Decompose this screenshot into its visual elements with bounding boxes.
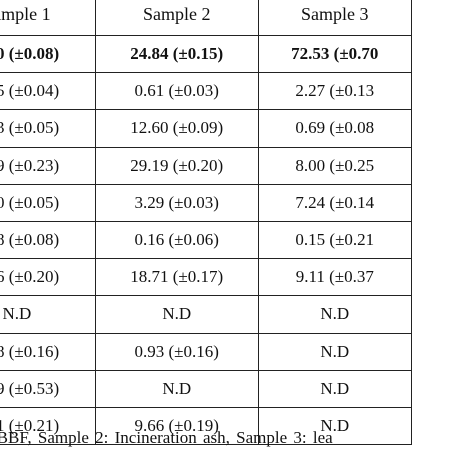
table-cell: 3.29 (±0.03) (94, 183, 259, 222)
table-cell: 0.88 (±0.16) (0, 332, 96, 371)
table-cell: 0.45 (±0.04) (0, 72, 96, 111)
table-row: 1.09 (±0.23) 29.19 (±0.20) 8.00 (±0.25 (0, 146, 413, 185)
table-row: 3.33 (±0.05) 12.60 (±0.09) 0.69 (±0.08 (0, 109, 413, 148)
table-cell: 0.69 (±0.08 (257, 109, 413, 148)
table-row: 2.40 (±0.05) 3.29 (±0.03) 7.24 (±0.14 (0, 183, 413, 222)
table-cell: 12.60 (±0.09) (94, 109, 259, 148)
table-cell: 24.84 (±0.15) (94, 34, 259, 74)
table-cell: 72.53 (±0.70 (257, 34, 413, 74)
table-cell: 2.40 (±0.05) (0, 183, 96, 222)
table-cell: N.D (257, 295, 413, 334)
table-cell: 0.15 (±0.21 (257, 220, 413, 260)
table-row: 0.45 (±0.04) 0.61 (±0.03) 2.27 (±0.13 (0, 72, 413, 111)
table-row: N.D N.D N.D (0, 295, 413, 334)
table-cell: 18.71 (±0.17) (94, 258, 259, 297)
table-cell: 0.81 (±0.21) (0, 406, 96, 446)
table-cell: N.D (257, 406, 413, 446)
table-footnote: ᵃBBF, Sample 2: Incineration ash, Sample… (0, 428, 333, 447)
data-table: Sample 1 Sample 2 Sample 3 5.40 (±0.08) … (0, 0, 413, 446)
table-cell: 7.24 (±0.14 (257, 183, 413, 222)
table-row: 5.40 (±0.08) 24.84 (±0.15) 72.53 (±0.70 (0, 34, 413, 74)
table-cell: N.D (257, 369, 413, 408)
header-row: Sample 1 Sample 2 Sample 3 (0, 0, 413, 36)
table-cell: 2.27 (±0.13 (257, 72, 413, 111)
table-cell: 3.33 (±0.05) (0, 109, 96, 148)
table-cell: 29.19 (±0.20) (94, 146, 259, 185)
table-cell: N.D (94, 369, 259, 408)
table-cell: 0.61 (±0.03) (94, 72, 259, 111)
header-sample-2: Sample 2 (94, 0, 259, 36)
table-cell: 6.09 (±0.53) (0, 369, 96, 408)
table-cell: 8.00 (±0.25 (257, 146, 413, 185)
table-cell: 0.08 (±0.08) (0, 220, 96, 260)
table-cell: N.D (0, 295, 96, 334)
table-cell: N.D (94, 295, 259, 334)
header-sample-3: Sample 3 (257, 0, 413, 36)
table-row: 9.46 (±0.20) 18.71 (±0.17) 9.11 (±0.37 (0, 258, 413, 297)
table-cell: 9.66 (±0.19) (94, 406, 259, 446)
table-row: 0.08 (±0.08) 0.16 (±0.06) 0.15 (±0.21 (0, 220, 413, 260)
table-cell: 1.09 (±0.23) (0, 146, 96, 185)
table-cell: 9.46 (±0.20) (0, 258, 96, 297)
table-row: 6.09 (±0.53) N.D N.D (0, 369, 413, 408)
table-cell: 5.40 (±0.08) (0, 34, 96, 74)
table-cell: 0.93 (±0.16) (94, 332, 259, 371)
header-sample-1: Sample 1 (0, 0, 96, 36)
table-row: 0.81 (±0.21) 9.66 (±0.19) N.D (0, 406, 413, 446)
table-cell: 0.16 (±0.06) (94, 220, 259, 260)
table-cell: N.D (257, 332, 413, 371)
table-cell: 9.11 (±0.37 (257, 258, 413, 297)
table-row: 0.88 (±0.16) 0.93 (±0.16) N.D (0, 332, 413, 371)
